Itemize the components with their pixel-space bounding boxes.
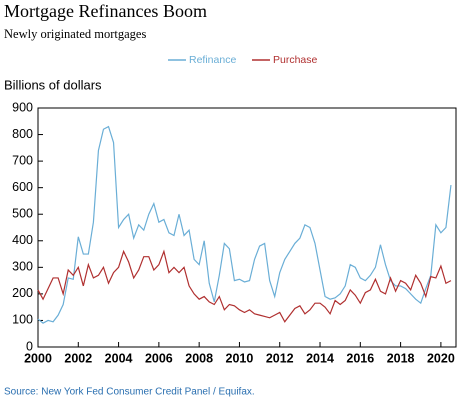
chart-title: Mortgage Refinances Boom xyxy=(4,1,207,21)
plot-frame xyxy=(37,107,457,348)
y-tick-label: 500 xyxy=(12,207,33,221)
y-axis-label: Billions of dollars xyxy=(4,77,102,92)
y-tick-label: 0 xyxy=(26,339,33,353)
x-tick-label: 2000 xyxy=(24,351,52,365)
y-tick-label: 800 xyxy=(12,127,33,141)
y-tick-label: 600 xyxy=(12,180,33,194)
chart-subtitle: Newly originated mortgages xyxy=(4,27,146,41)
y-tick-label: 700 xyxy=(12,153,33,167)
source-note: Source: New York Fed Consumer Credit Pan… xyxy=(4,387,255,398)
x-tick-label: 2012 xyxy=(266,351,294,365)
y-tick-label: 900 xyxy=(12,100,33,114)
series-line xyxy=(37,249,452,323)
series-line xyxy=(37,125,452,324)
x-tick-label: 2006 xyxy=(145,351,173,365)
x-tick-label: 2018 xyxy=(387,351,415,365)
y-tick-label: 300 xyxy=(12,260,33,274)
y-tick-label: 200 xyxy=(12,286,33,300)
legend-label: Refinance xyxy=(189,54,236,66)
x-tick-label: 2014 xyxy=(306,351,334,365)
x-tick-label: 2016 xyxy=(346,351,374,365)
legend-label: Purchase xyxy=(273,54,318,66)
x-tick-label: 2004 xyxy=(105,351,133,365)
x-tick-label: 2008 xyxy=(185,351,213,365)
y-tick-label: 400 xyxy=(12,233,33,247)
y-tick-label: 100 xyxy=(12,313,33,327)
x-tick-label: 2020 xyxy=(427,351,455,365)
x-tick-label: 2002 xyxy=(64,351,92,365)
x-tick-label: 2010 xyxy=(226,351,254,365)
